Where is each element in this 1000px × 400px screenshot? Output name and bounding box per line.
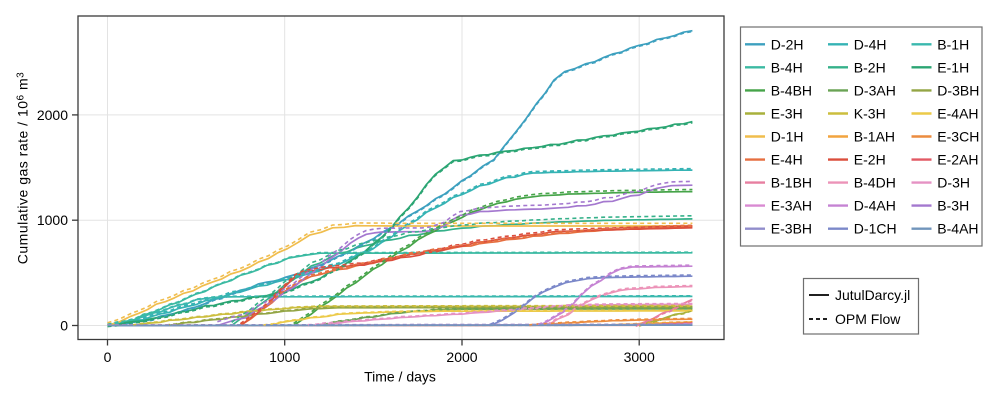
svg-text:B-4DH: B-4DH (854, 175, 896, 191)
svg-text:E-2H: E-2H (854, 152, 886, 168)
svg-text:0: 0 (60, 318, 68, 334)
svg-text:E-3BH: E-3BH (771, 221, 812, 237)
svg-text:B-4AH: B-4AH (937, 221, 978, 237)
svg-text:D-2H: D-2H (771, 36, 804, 52)
svg-text:2000: 2000 (446, 349, 477, 365)
svg-text:B-2H: B-2H (854, 59, 886, 75)
svg-text:1000: 1000 (269, 349, 300, 365)
svg-text:K-3H: K-3H (854, 106, 886, 122)
svg-text:JutulDarcy.jl: JutulDarcy.jl (835, 287, 910, 303)
svg-text:D-3H: D-3H (937, 175, 970, 191)
svg-text:0: 0 (104, 349, 112, 365)
svg-text:B-1AH: B-1AH (854, 129, 895, 145)
svg-text:B-4BH: B-4BH (771, 82, 812, 98)
svg-text:D-1CH: D-1CH (854, 221, 897, 237)
svg-text:Cumulative gas rate / 106 m3: Cumulative gas rate / 106 m3 (15, 72, 31, 264)
svg-text:OPM Flow: OPM Flow (835, 311, 901, 327)
svg-text:D-3AH: D-3AH (854, 82, 896, 98)
svg-text:2000: 2000 (37, 107, 68, 123)
svg-text:B-3H: B-3H (937, 198, 969, 214)
svg-text:D-4H: D-4H (854, 36, 887, 52)
svg-text:Time / days: Time / days (364, 369, 436, 385)
svg-text:D-1H: D-1H (771, 129, 804, 145)
svg-text:B-1H: B-1H (937, 36, 969, 52)
svg-text:E-4AH: E-4AH (937, 106, 978, 122)
svg-text:D-3BH: D-3BH (937, 82, 979, 98)
svg-text:E-2AH: E-2AH (937, 152, 978, 168)
svg-text:1000: 1000 (37, 212, 68, 228)
svg-text:B-1BH: B-1BH (771, 175, 812, 191)
svg-text:B-4H: B-4H (771, 59, 803, 75)
svg-text:E-3CH: E-3CH (937, 129, 979, 145)
svg-text:E-4H: E-4H (771, 152, 803, 168)
svg-text:E-3H: E-3H (771, 106, 803, 122)
svg-text:E-3AH: E-3AH (771, 198, 812, 214)
svg-text:E-1H: E-1H (937, 59, 969, 75)
svg-text:3000: 3000 (624, 349, 655, 365)
svg-text:D-4AH: D-4AH (854, 198, 896, 214)
